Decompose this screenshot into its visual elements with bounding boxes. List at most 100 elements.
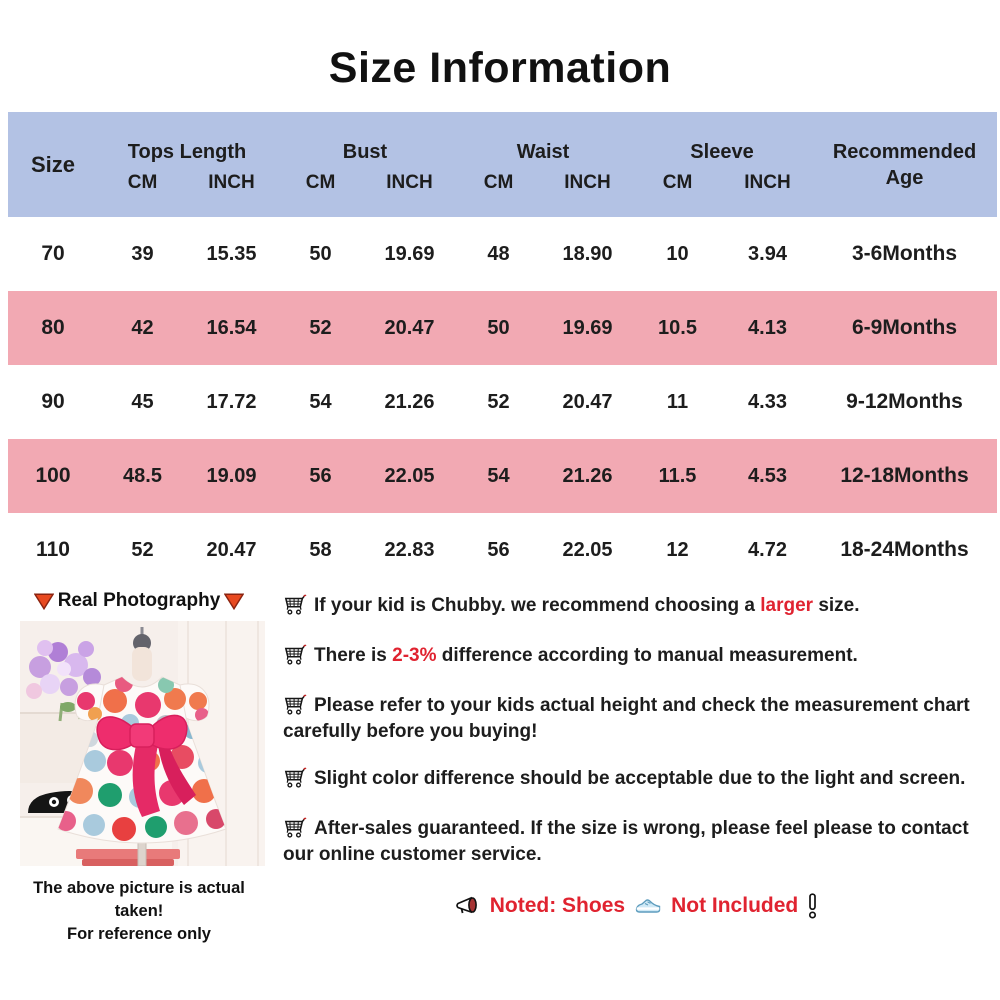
table-row: 100 48.5 19.09 56 22.05 54 21.26 11.5 4.… (8, 439, 997, 513)
cell-size: 80 (41, 316, 65, 339)
cell-sleeve-inch: 4.72 (748, 538, 787, 561)
cell-tops-cm: 48.5 (123, 464, 162, 487)
cell-sleeve-cm: 10.5 (658, 316, 697, 339)
cart-icon (283, 693, 307, 715)
cell-waist-cm: 48 (487, 242, 510, 265)
megaphone-icon (455, 895, 481, 917)
note-item: After-sales guaranteed. If the size is w… (283, 816, 990, 868)
cell-bust-cm: 50 (309, 242, 332, 265)
note-item: Please refer to your kids actual height … (283, 693, 990, 745)
cell-tops-inch: 16.54 (206, 316, 257, 339)
cell-age: 3-6Months (852, 242, 957, 265)
header-bust: Bust (342, 141, 388, 163)
cell-sleeve-cm: 10 (666, 242, 689, 265)
photo-caption: The above picture is actual taken! For r… (8, 877, 270, 946)
triangle-down-icon (224, 593, 244, 610)
header-unit-inch: INCH (208, 172, 255, 193)
cell-size: 110 (36, 538, 70, 561)
note-item: If your kid is Chubby. we recommend choo… (283, 593, 990, 619)
cell-age: 18-24Months (840, 538, 969, 561)
cell-sleeve-inch: 4.13 (748, 316, 787, 339)
cell-bust-cm: 56 (309, 464, 332, 487)
header-recommended-age: Recommended Age (832, 140, 977, 189)
cell-tops-inch: 17.72 (206, 390, 257, 413)
exclamation-icon (807, 893, 818, 919)
real-photography-label: Real Photography (57, 590, 221, 611)
header-unit-cm: CM (662, 172, 693, 193)
cart-icon (283, 643, 307, 665)
header-unit-inch: INCH (564, 172, 611, 193)
cell-sleeve-inch: 3.94 (748, 242, 787, 265)
noted-text-not-included: Not Included (671, 894, 799, 917)
cell-bust-inch: 22.05 (384, 464, 435, 487)
photo-caption-line2: For reference only (67, 925, 211, 943)
cell-sleeve-cm: 11.5 (658, 464, 697, 487)
cell-bust-cm: 54 (309, 390, 332, 413)
shoe-icon (634, 896, 662, 916)
cart-icon (283, 816, 307, 838)
table-row: 80 42 16.54 52 20.47 50 19.69 10.5 4.13 … (8, 291, 997, 365)
cell-tops-inch: 15.35 (206, 242, 257, 265)
cell-age: 9-12Months (846, 390, 963, 413)
header-tops-length: Tops Length (127, 141, 247, 163)
cell-bust-cm: 58 (309, 538, 332, 561)
page-title: Size Information (328, 44, 672, 92)
cell-sleeve-inch: 4.33 (748, 390, 787, 413)
table-row: 90 45 17.72 54 21.26 52 20.47 11 4.33 9-… (8, 365, 997, 439)
cell-size: 90 (41, 390, 65, 413)
note-text: After-sales guaranteed. If the size is w… (283, 818, 969, 865)
header-waist: Waist (516, 141, 570, 163)
cell-size: 70 (41, 242, 65, 265)
photo-caption-line1: The above picture is actual taken! (33, 879, 245, 920)
cell-tops-cm: 45 (131, 390, 154, 413)
noted-line: Noted: Shoes Not Included (283, 893, 990, 919)
header-unit-cm: CM (127, 172, 158, 193)
cell-age: 6-9Months (852, 316, 957, 339)
noted-text-shoes: Noted: Shoes (489, 894, 626, 917)
product-photo (20, 621, 265, 866)
cell-waist-cm: 56 (487, 538, 510, 561)
note-highlight: 2-3% (392, 645, 437, 666)
size-table: Size Tops Length Bust Waist Sleeve Recom… (8, 112, 997, 587)
cell-waist-cm: 54 (487, 464, 510, 487)
note-highlight: larger (760, 595, 814, 616)
cell-waist-inch: 20.47 (562, 390, 613, 413)
cell-sleeve-cm: 11 (666, 390, 689, 413)
header-unit-cm: CM (483, 172, 514, 193)
table-row: 110 52 20.47 58 22.83 56 22.05 12 4.72 1… (8, 513, 997, 587)
header-unit-cm: CM (305, 172, 336, 193)
real-photography-section: Real Photography (8, 590, 270, 946)
note-item: Slight color difference should be accept… (283, 766, 990, 792)
note-text: Slight color difference should be accept… (314, 768, 966, 789)
book-stack (76, 849, 180, 859)
table-header: Size Tops Length Bust Waist Sleeve Recom… (8, 112, 997, 217)
header-unit-inch: INCH (386, 172, 433, 193)
cell-tops-inch: 19.09 (206, 464, 257, 487)
note-item: There is 2-3% difference according to ma… (283, 643, 990, 669)
cell-bust-cm: 52 (309, 316, 332, 339)
note-text: There is (314, 645, 393, 666)
cell-waist-inch: 18.90 (562, 242, 613, 265)
cell-waist-inch: 22.05 (562, 538, 613, 561)
triangle-down-icon (34, 593, 54, 610)
cell-sleeve-inch: 4.53 (748, 464, 787, 487)
cart-icon (283, 766, 307, 788)
header-sleeve: Sleeve (690, 141, 754, 163)
notes-section: If your kid is Chubby. we recommend choo… (283, 593, 990, 919)
cell-tops-inch: 20.47 (206, 538, 257, 561)
note-text: Please refer to your kids actual height … (283, 695, 970, 742)
cell-sleeve-cm: 12 (666, 538, 689, 561)
cell-tops-cm: 52 (131, 538, 154, 561)
header-unit-inch: INCH (744, 172, 791, 193)
dress-photo-illustration (20, 621, 265, 866)
cell-bust-inch: 21.26 (384, 390, 435, 413)
cell-tops-cm: 39 (131, 242, 154, 265)
cell-tops-cm: 42 (131, 316, 154, 339)
cell-waist-inch: 21.26 (562, 464, 613, 487)
cart-icon (283, 593, 307, 615)
cell-bust-inch: 20.47 (384, 316, 435, 339)
cell-size: 100 (35, 464, 71, 487)
note-text: difference according to manual measureme… (436, 645, 858, 666)
cell-waist-cm: 50 (487, 316, 510, 339)
header-size: Size (30, 151, 76, 177)
